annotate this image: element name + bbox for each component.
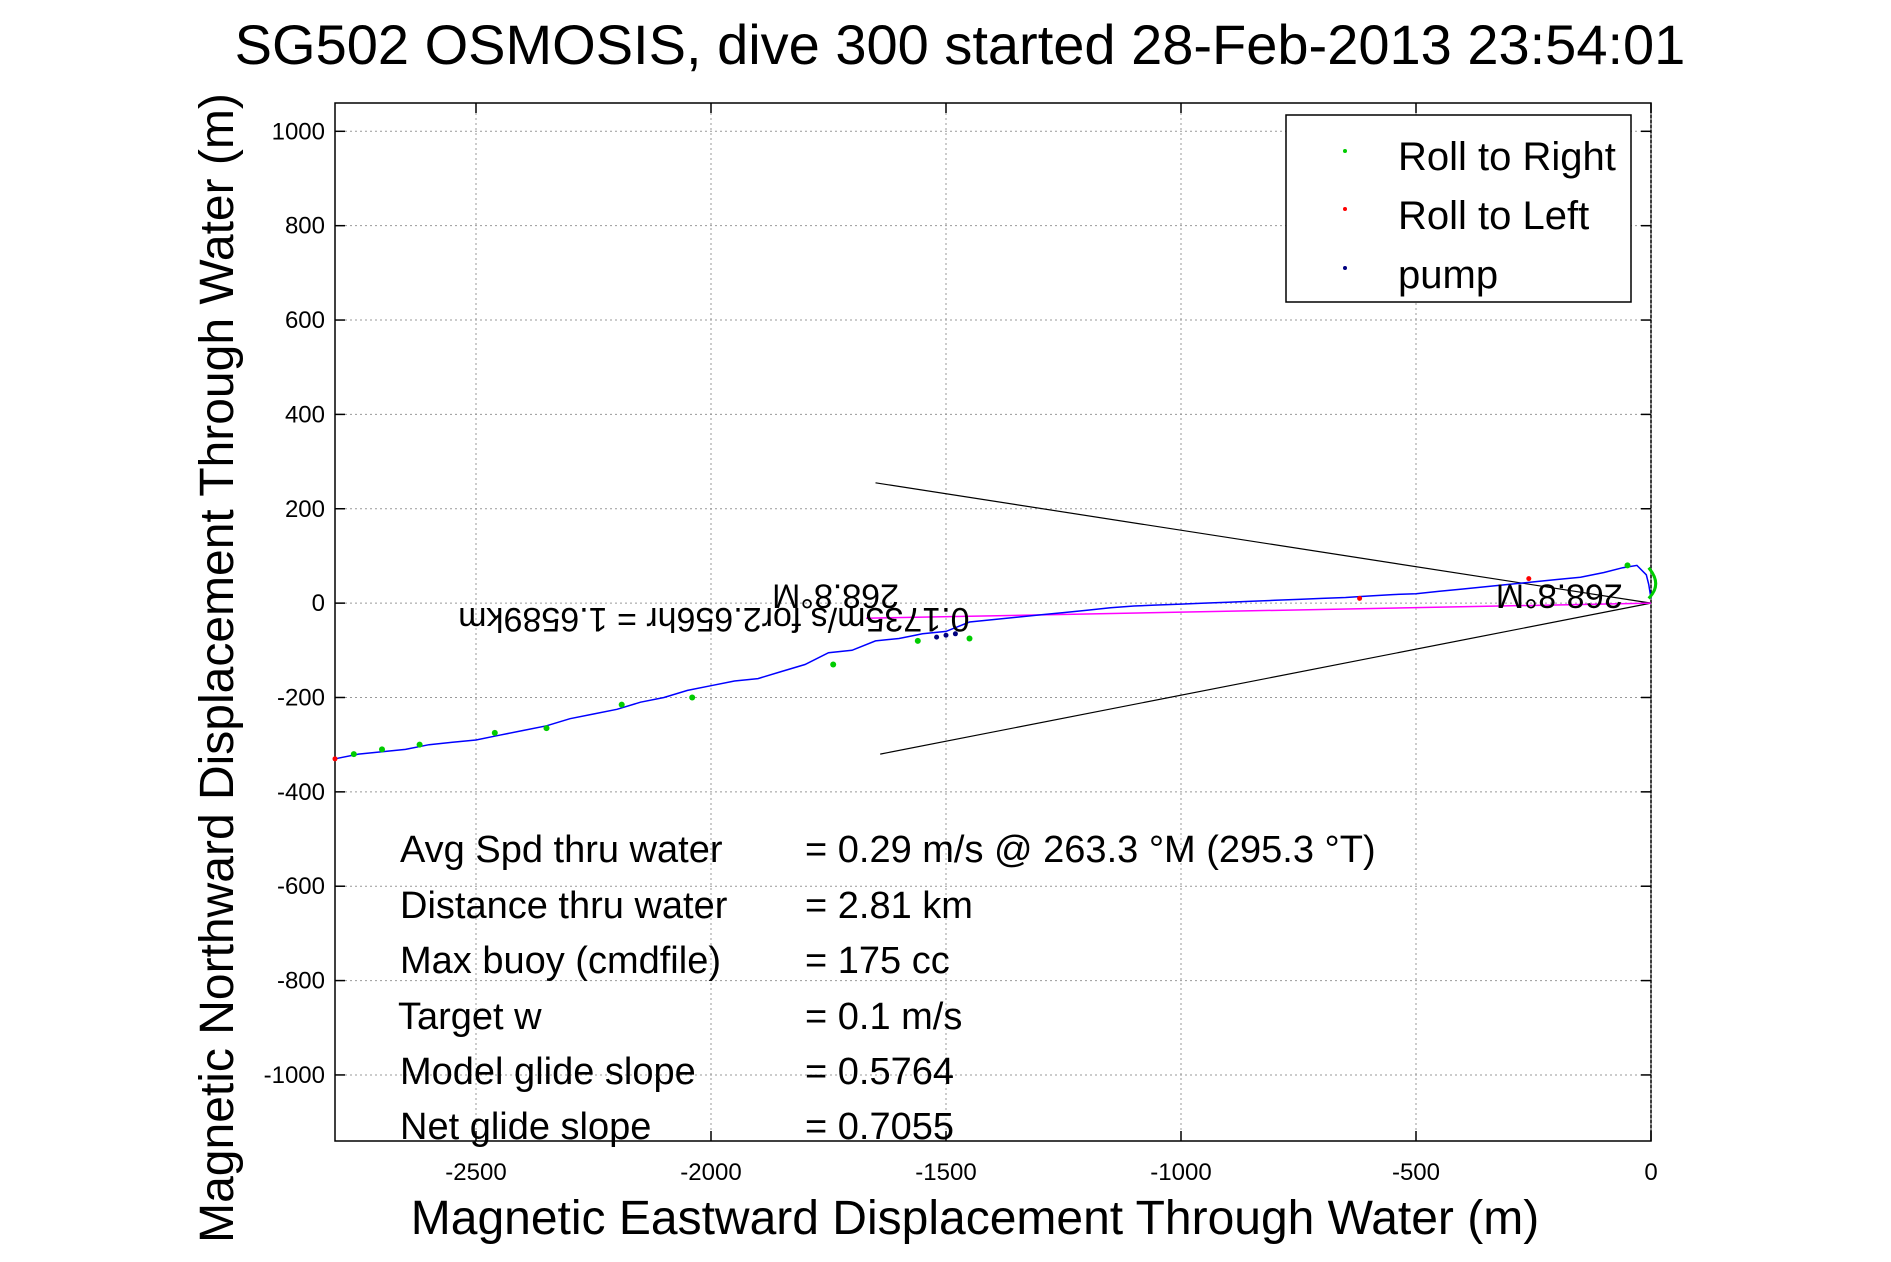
stat-label-net-glide: Net glide slope: [400, 1106, 651, 1148]
dive-stats: Avg Spd thru water = 0.29 m/s @ 263.3 °M…: [398, 829, 1376, 1148]
stat-label-avg-speed: Avg Spd thru water: [400, 829, 723, 871]
y-tick-label: -200: [277, 684, 325, 711]
legend-label-pump: pump: [1398, 253, 1498, 297]
pump-point: [952, 631, 958, 637]
roll-right-point: [966, 635, 973, 642]
stat-label-distance: Distance thru water: [400, 885, 728, 927]
stat-value-net-glide: = 0.7055: [805, 1106, 954, 1148]
roll-right-point: [543, 725, 550, 732]
legend: Roll to Right Roll to Left pump: [1285, 114, 1632, 303]
y-tick-label: -600: [277, 873, 325, 900]
annotation-layer: 268.8°M 268.8°M0.1735m/s for2.656hr = 1.6…: [458, 576, 1623, 638]
legend-marker-roll-left: [1343, 207, 1347, 211]
y-tick-label: -800: [277, 968, 325, 995]
y-tick-label: 800: [285, 213, 325, 240]
y-tick-label: 0: [312, 590, 325, 617]
stat-label-target-w: Target w: [398, 996, 542, 1038]
y-tick-label: 600: [285, 307, 325, 334]
stat-value-target-w: = 0.1 m/s: [805, 996, 962, 1038]
x-tick-label: -2500: [445, 1159, 506, 1186]
cone-line: [880, 602, 1652, 755]
x-tick-label: 0: [1644, 1159, 1657, 1186]
x-tick-label: -1000: [1150, 1159, 1211, 1186]
chart-title: SG502 OSMOSIS, dive 300 started 28-Feb-2…: [235, 13, 1686, 76]
track-line: [334, 564, 1652, 760]
y-tick-label: 1000: [272, 118, 325, 145]
pump-point: [934, 634, 940, 640]
roll-left-point: [1526, 576, 1532, 582]
legend-marker-pump: [1343, 266, 1347, 270]
roll-right-point: [914, 637, 921, 644]
y-axis-label: Magnetic Northward Displacement Through …: [191, 93, 244, 1243]
heading-line: [866, 602, 1652, 619]
annotation-text: 268.8°M: [1496, 576, 1623, 614]
roll-right-point: [416, 741, 423, 748]
roll-right-point: [379, 746, 385, 753]
legend-label-roll-right: Roll to Right: [1398, 135, 1616, 179]
stat-value-model-glide: = 0.5764: [805, 1051, 954, 1093]
y-tick-label: 200: [285, 496, 325, 523]
y-axis-ticks: 1000 800 600 400 200 0 -200 -400 -600 -800 -1000: [264, 118, 1651, 1089]
roll-right-point: [1624, 562, 1631, 569]
x-tick-label: -500: [1392, 1159, 1440, 1186]
heading-line-layer: [866, 602, 1652, 619]
x-axis-label: Magnetic Eastward Displacement Through W…: [411, 1192, 1539, 1245]
roll-right-point: [350, 751, 357, 758]
stat-label-max-buoy: Max buoy (cmdfile): [400, 940, 721, 982]
roll-left-point: [332, 756, 338, 762]
stat-value-max-buoy: = 175 cc: [805, 940, 950, 982]
legend-box: [1285, 114, 1632, 303]
stat-value-distance: = 2.81 km: [805, 885, 973, 927]
roll-right-point: [491, 729, 498, 736]
surface-arc: [1647, 566, 1658, 600]
marker-layer: [332, 562, 1658, 762]
annotation-text: 0.1735m/s for2.656hr = 1.6589km: [458, 600, 969, 638]
stat-label-model-glide: Model glide slope: [400, 1051, 696, 1093]
y-tick-label: 400: [285, 401, 325, 428]
roll-right-point: [830, 661, 837, 668]
x-tick-label: -2000: [680, 1159, 741, 1186]
pump-point: [943, 632, 949, 638]
roll-right-point: [689, 694, 696, 701]
roll-right-point: [618, 701, 625, 708]
y-tick-label: -400: [277, 779, 325, 806]
legend-label-roll-left: Roll to Left: [1398, 194, 1589, 238]
legend-marker-roll-right: [1343, 149, 1347, 153]
roll-left-point: [1357, 595, 1363, 601]
x-tick-label: -1500: [915, 1159, 976, 1186]
x-axis-ticks: -2500 -2000 -1500 -1000 -500 0: [445, 103, 1658, 1186]
stat-value-avg-speed: = 0.29 m/s @ 263.3 °M (295.3 °T): [805, 829, 1376, 871]
y-tick-label: -1000: [264, 1062, 325, 1089]
track-layer: [334, 564, 1652, 760]
annotation-text: 268.8°M: [772, 576, 899, 614]
